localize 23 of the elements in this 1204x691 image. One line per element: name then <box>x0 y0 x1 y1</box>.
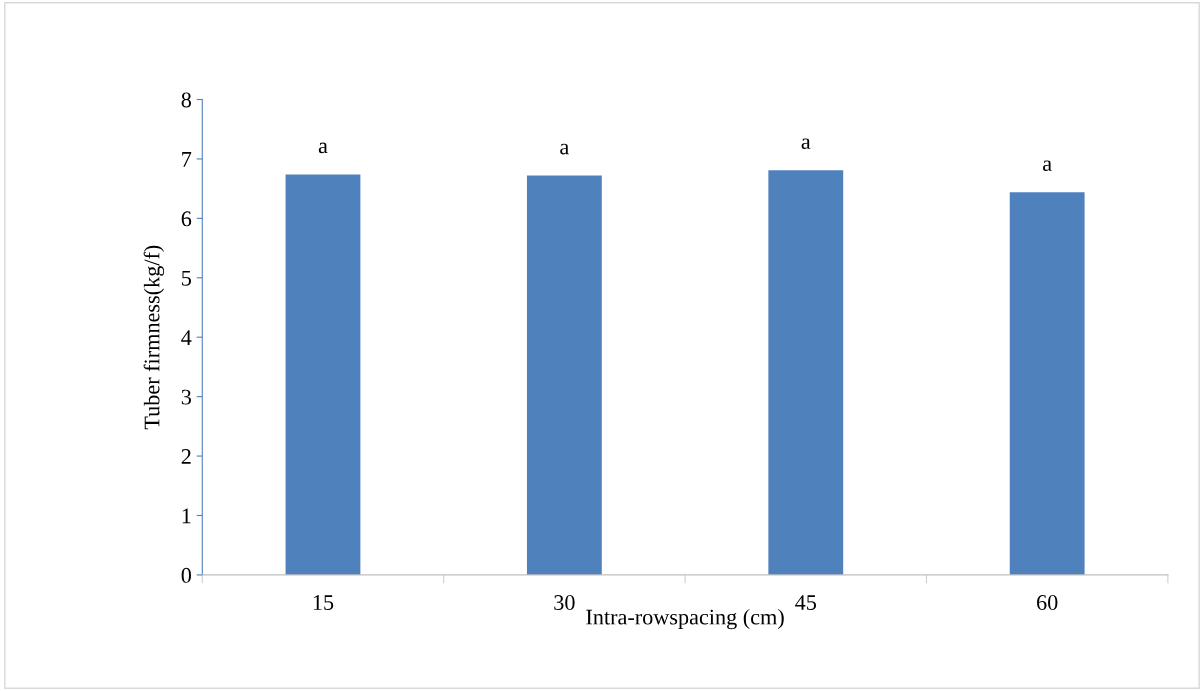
bar <box>768 170 844 575</box>
y-tick-label: 5 <box>182 270 191 286</box>
annotation: a <box>801 138 811 150</box>
bar <box>285 174 361 575</box>
y-tick-label: 7 <box>182 152 192 167</box>
y-tick-label: 4 <box>181 330 192 345</box>
bar <box>1009 192 1085 575</box>
y-axis-title: Tuber firmness(kg/f) <box>143 245 165 430</box>
y-tick-label: 0 <box>181 567 192 583</box>
y-tick-label: 6 <box>181 211 192 227</box>
annotation: a <box>560 143 569 155</box>
x-tick-label: 30 <box>554 595 575 610</box>
y-tick-label: 3 <box>181 389 191 405</box>
annotation: a <box>318 142 328 154</box>
y-tick-label: 1 <box>182 508 191 524</box>
y-tick-label: 8 <box>181 92 192 108</box>
x-axis-title: Intra-rowspacing (cm) <box>586 608 784 630</box>
x-tick-label: 45 <box>795 595 817 610</box>
y-tick-label: 2 <box>181 449 191 464</box>
bar <box>526 175 602 575</box>
x-tick-label: 60 <box>1037 595 1058 610</box>
x-tick-label: 15 <box>313 595 334 610</box>
annotation: a <box>1043 160 1052 172</box>
